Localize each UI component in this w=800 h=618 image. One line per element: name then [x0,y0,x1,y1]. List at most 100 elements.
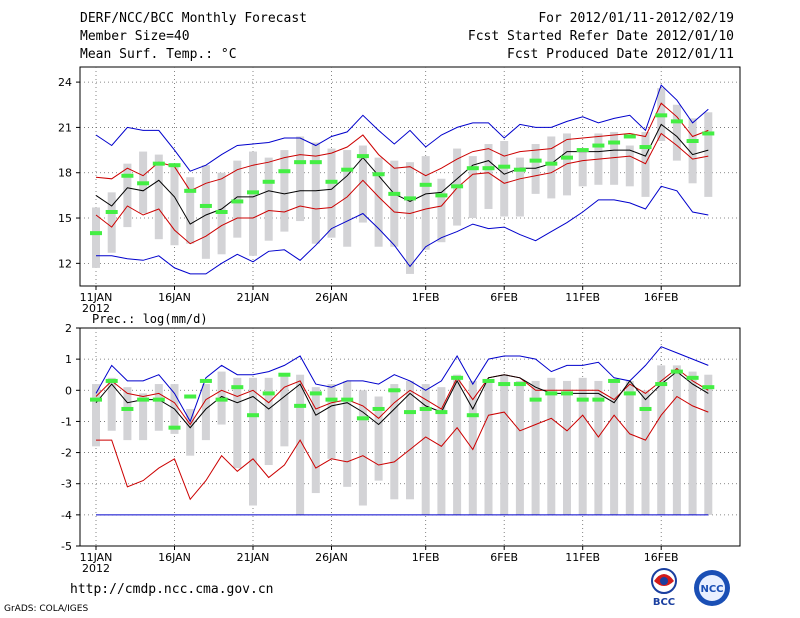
observation-marker [670,119,683,124]
observation-marker [498,164,511,169]
observation-marker [686,139,699,144]
x-tick-label: 11JAN [80,551,113,564]
observation-marker [231,199,244,204]
ensemble-box [657,365,666,515]
observation-marker [655,382,668,387]
variable-label: Mean Surf. Temp.: °C [80,47,237,62]
source-url[interactable]: http://cmdp.ncc.cma.gov.cn [70,582,274,597]
observation-marker [529,158,542,163]
ensemble-box [547,377,556,515]
x-tick-label: 6FEB [490,551,518,564]
observation-marker [623,391,636,396]
ensemble-box [641,390,650,515]
ensemble-box [233,160,242,238]
ensemble-box [280,374,289,447]
ensemble-box [688,371,697,515]
ensemble-box [92,207,100,268]
ensemble-box [358,390,367,506]
observation-marker [388,191,401,196]
ensemble-box [563,380,571,515]
observation-marker [199,378,212,383]
observation-marker [105,209,118,214]
ensemble-box [186,408,195,456]
observation-marker [435,410,448,415]
observation-marker [294,403,307,408]
observation-marker [451,375,464,380]
ensemble-box [672,104,681,161]
bcc-logo: BCC [651,568,677,607]
observation-marker [184,394,197,399]
observation-marker [608,378,621,383]
ensemble-box [327,384,336,459]
observation-marker [247,413,259,418]
x-tick-label: 11JAN [80,291,113,304]
observation-marker [513,382,526,387]
x-year-label: 2012 [82,302,110,315]
ensemble-box [374,396,383,481]
ensemble-box [531,380,540,515]
forecast-period: For 2012/01/11-2012/02/19 [538,11,734,26]
ensemble-box [343,380,352,487]
observation-marker [592,397,605,402]
ensemble-box [201,165,210,259]
ensemble-box [123,163,132,228]
ensemble-box [610,131,619,185]
ensemble-box [547,136,556,199]
ensemble-box [296,374,305,515]
ensemble-box [249,151,257,256]
observation-marker [231,385,244,390]
observation-marker [215,397,228,402]
ensemble-box [515,380,524,515]
observation-marker [325,397,338,402]
observation-marker [325,179,338,184]
ensemble-box [437,387,446,515]
x-tick-label: 11FEB [565,291,600,304]
ensemble-box [280,150,289,232]
observation-marker [372,406,385,411]
plot-frame [79,327,741,547]
ensemble-box [264,157,273,241]
ensemble-box [515,157,524,217]
observation-marker [608,140,621,145]
observation-marker [184,188,197,193]
precip-panel-title: Prec.: log(mm/d) [92,312,208,326]
observation-marker [498,382,511,387]
ensemble-box [107,377,116,431]
observation-marker [466,166,479,171]
x-tick-label: 16JAN [158,551,191,564]
x-tick-label: 16FEB [644,551,679,564]
y-tick-label: 2 [65,322,72,335]
observation-marker [482,378,495,383]
ensemble-box [625,380,634,515]
observation-marker [702,131,715,136]
observation-marker [576,397,589,402]
observation-marker [262,179,275,184]
x-tick-label: 1FEB [412,551,440,564]
ensemble-mean-line [95,370,709,429]
x-tick-label: 16JAN [158,291,191,304]
temperature-panel: 12 15 18 21 24 11JAN 16JAN 21JAN 26JAN 1FEB 6FEB 11… [58,66,741,315]
ensemble-box [92,384,100,447]
ensemble-box [578,150,587,187]
y-tick-label: -1 [61,415,72,428]
ensemble-box [594,380,603,515]
ensemble-box [327,148,336,238]
y-tick-label: -5 [61,540,72,553]
y-tick-label: 1 [65,353,72,366]
observation-marker [545,161,558,166]
ensemble-box [170,165,179,246]
y-tick-label: 0 [65,384,72,397]
observation-marker [215,209,228,214]
observation-marker [199,203,212,208]
max-line [95,84,709,172]
observation-marker [152,161,165,166]
ensemble-box [421,156,430,250]
ensemble-box [468,156,477,219]
observation-marker [435,193,448,198]
x-tick-label: 16FEB [644,291,679,304]
ensemble-box [406,162,414,274]
ensemble-box [578,377,587,515]
ensemble-box [107,192,116,253]
y-tick-label: 21 [58,121,72,134]
